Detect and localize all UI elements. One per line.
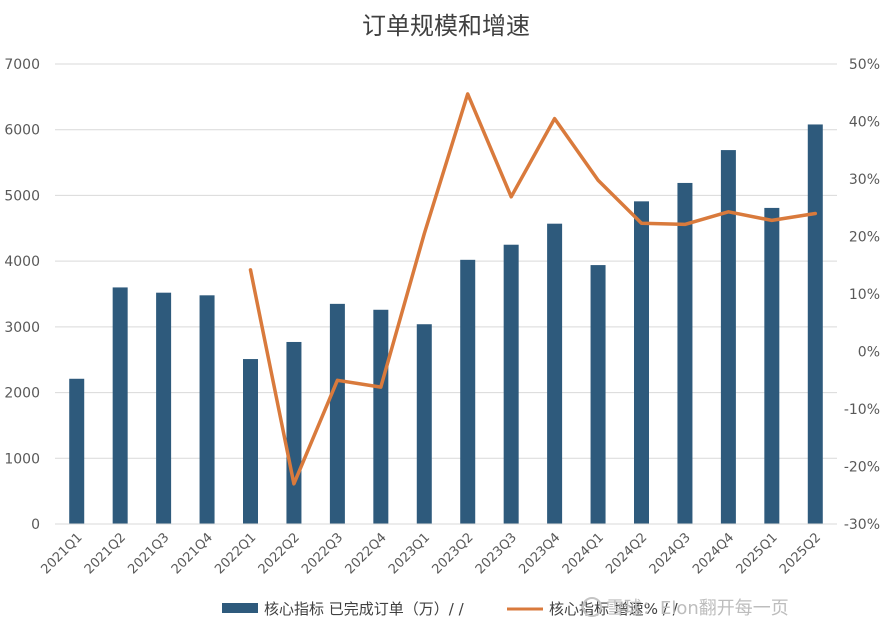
growth-line [248, 92, 818, 486]
x-tick-label: 2021Q3 [125, 530, 172, 577]
y-axis-right: -30% -20% -10% 0% 10% 20% 30% 40% 50% [844, 57, 880, 533]
watermark-text: 雪球：Elon翻开每一页 [606, 598, 789, 619]
y-right-tick-label: 0% [858, 345, 880, 361]
watermark: 雪球：Elon翻开每一页 [582, 597, 789, 619]
x-tick-label: 2022Q4 [343, 530, 390, 577]
x-tick-label: 2021Q1 [38, 530, 85, 577]
bar [373, 309, 389, 524]
bar [547, 223, 563, 524]
watermark-logo-icon [582, 597, 602, 617]
bar [112, 287, 128, 524]
chart-title: 订单规模和增速 [362, 12, 530, 40]
x-tick-label: 2021Q2 [82, 530, 129, 577]
x-tick-label: 2024Q1 [560, 530, 607, 577]
x-tick-label: 2024Q4 [690, 530, 737, 577]
y-left-tick-label: 1000 [4, 451, 40, 467]
x-tick-label: 2022Q2 [256, 530, 303, 577]
bar [764, 207, 780, 524]
y-right-tick-label: 30% [849, 172, 880, 188]
x-tick-label: 2023Q3 [473, 530, 520, 577]
y-left-tick-label: 6000 [4, 123, 40, 139]
y-right-tick-label: -30% [844, 517, 880, 533]
y-left-tick-label: 0 [31, 517, 40, 533]
x-tick-label: 2023Q2 [429, 530, 476, 577]
y-left-tick-label: 4000 [4, 254, 40, 270]
y-right-tick-label: 40% [849, 115, 880, 131]
x-tick-label: 2023Q1 [386, 530, 433, 577]
x-axis: 2021Q12021Q22021Q32021Q42022Q12022Q22022… [38, 523, 837, 577]
bar [720, 150, 736, 525]
bar [807, 124, 823, 524]
x-tick-label: 2024Q2 [603, 530, 650, 577]
bar [329, 303, 345, 524]
legend: 核心指标 已完成订单（万）/ / 核心指标 增速% / / [222, 600, 679, 618]
bar [243, 359, 258, 524]
x-tick-label: 2025Q1 [734, 530, 781, 577]
bar [503, 244, 519, 524]
bar [460, 259, 476, 524]
y-right-tick-label: -10% [844, 402, 880, 418]
bar [199, 295, 215, 524]
bar [677, 182, 693, 524]
legend-label-bar: 核心指标 已完成订单（万）/ / [264, 600, 465, 618]
y-right-tick-label: 50% [849, 57, 880, 73]
y-left-tick-label: 5000 [4, 188, 40, 204]
x-tick-label: 2022Q3 [299, 530, 346, 577]
gridlines [55, 63, 837, 525]
x-tick-label: 2021Q4 [169, 530, 216, 577]
y-left-tick-label: 3000 [4, 320, 40, 336]
y-right-tick-label: -20% [844, 460, 880, 476]
legend-swatch-bar [222, 603, 258, 613]
y-left-tick-label: 2000 [4, 386, 40, 402]
line-series [248, 92, 818, 486]
y-left-tick-label: 7000 [4, 57, 40, 73]
x-tick-label: 2023Q4 [516, 530, 563, 577]
bar [590, 265, 606, 524]
bar [416, 324, 432, 524]
bar [634, 201, 649, 525]
bar-series [69, 124, 823, 525]
bar [69, 378, 85, 524]
y-right-tick-label: 20% [849, 230, 880, 246]
bar [156, 292, 172, 524]
y-right-tick-label: 10% [849, 287, 880, 303]
x-tick-label: 2022Q1 [212, 530, 259, 577]
bar [286, 341, 302, 524]
x-tick-label: 2025Q2 [777, 530, 824, 577]
y-axis-left: 0 1000 2000 3000 4000 5000 6000 7000 [4, 57, 40, 533]
x-tick-label: 2024Q3 [647, 530, 694, 577]
legend-label-line: 核心指标 增速% / / [549, 600, 679, 618]
